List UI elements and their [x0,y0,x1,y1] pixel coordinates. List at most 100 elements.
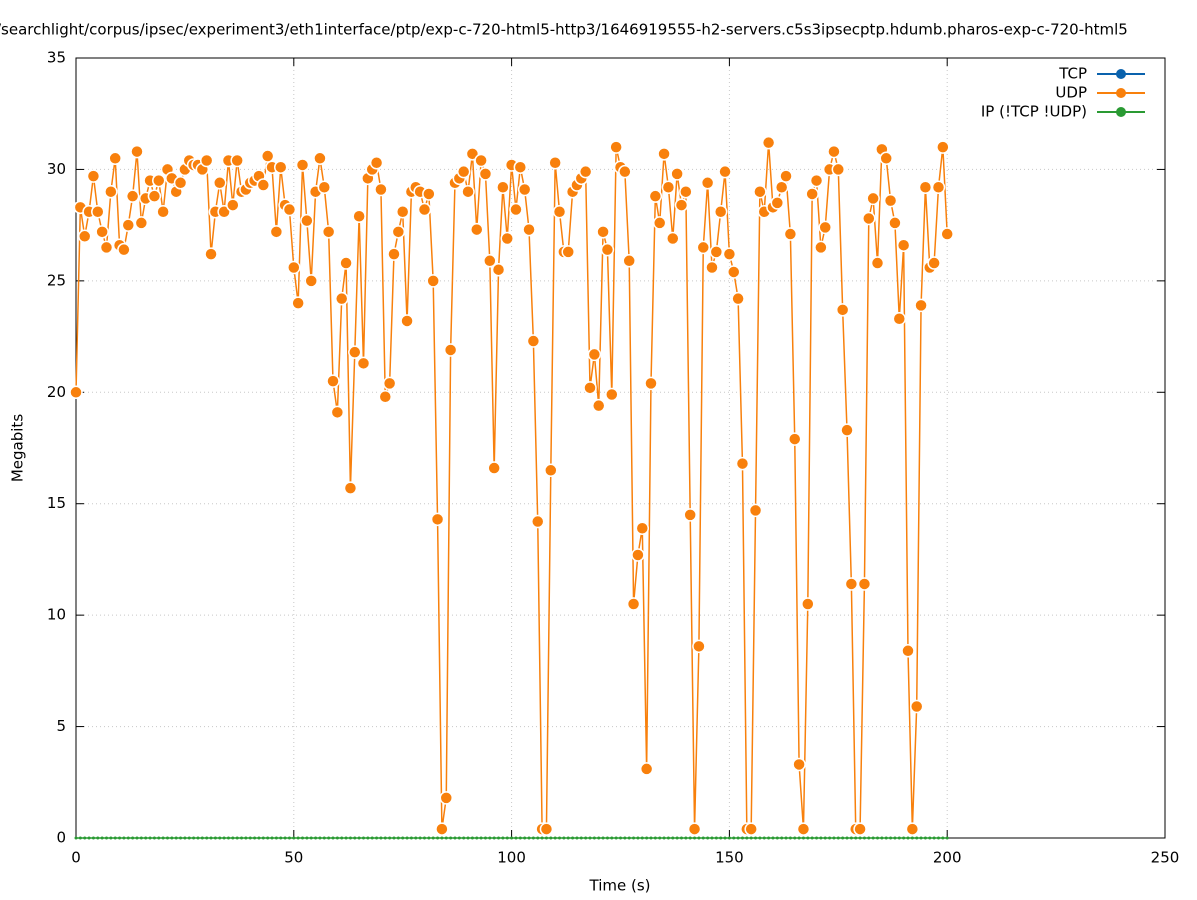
data-point [513,160,528,174]
data-point [670,167,684,181]
data-point [753,184,767,199]
data-point [327,836,331,840]
y-tick-label: 35 [47,49,66,67]
data-point [597,836,601,840]
data-point [632,836,636,840]
data-point [295,158,310,172]
data-point [945,836,949,840]
legend-label: TCP [1058,65,1087,83]
data-point [300,213,314,228]
data-point [714,836,718,840]
data-point [674,198,689,212]
data-point [696,240,711,255]
data-point [548,155,562,170]
data-point [444,836,448,840]
data-point [78,836,82,840]
data-point [317,180,332,195]
data-point [666,231,680,246]
data-point [199,153,214,168]
data-point [706,836,710,840]
data-point [309,836,313,840]
data-point [314,836,318,840]
data-point [827,144,841,159]
data-point [932,836,936,840]
data-point [889,836,893,840]
data-point [605,836,609,840]
data-point [552,205,567,219]
data-point [77,229,92,244]
data-point [931,180,946,195]
data-point [819,836,823,840]
data-point [623,836,627,840]
data-point [422,836,426,840]
data-point [422,187,436,201]
data-point [618,164,632,179]
data-point [888,216,902,230]
data-point [810,836,814,840]
data-point [588,836,592,840]
data-point [83,836,87,840]
legend-marker [1116,69,1126,79]
y-tick-label: 15 [47,494,66,512]
data-point [96,836,100,840]
data-point [147,189,162,203]
data-point [388,836,392,840]
data-point [531,836,535,840]
data-point [134,216,149,230]
y-tick-label: 25 [47,271,66,289]
data-point [723,836,727,840]
data-point [784,836,788,840]
data-point [832,836,836,840]
data-point [248,836,252,840]
data-point [440,836,444,840]
data-point [767,836,771,840]
data-point [879,151,893,166]
data-point [296,836,300,840]
data-point [527,836,531,840]
data-point [688,836,692,840]
data-point [426,274,440,288]
data-point [121,218,136,232]
data-point [462,836,466,840]
data-point [758,836,762,840]
data-point [331,836,335,840]
data-point [130,144,144,159]
data-point [666,836,670,840]
data-point [443,343,458,357]
data-point [270,836,274,840]
data-point [283,836,287,840]
data-point [828,836,832,840]
data-point [356,356,371,371]
x-tick-label: 200 [933,849,962,867]
data-point [571,836,575,840]
data-point [748,503,763,518]
data-point [395,205,410,219]
data-point [253,836,257,840]
data-point [87,836,91,840]
data-point [104,836,108,840]
data-point [562,836,566,840]
data-point [439,791,454,805]
data-point [792,757,806,772]
data-point [125,189,140,203]
data-point [774,180,789,195]
data-point [457,836,461,840]
x-axis-label: Time (s) [589,877,651,895]
data-point [940,227,954,241]
data-point [382,376,397,391]
data-point [226,198,240,212]
data-point [379,836,383,840]
data-point [126,836,130,840]
data-point [858,836,862,840]
data-point [697,836,701,840]
data-point [466,836,470,840]
data-point [809,173,824,188]
data-point [693,836,697,840]
data-point [605,387,619,402]
data-point [287,836,291,840]
data-point [204,247,218,261]
data-point [396,836,400,840]
data-point [183,836,187,840]
data-point [645,836,649,840]
data-point [491,262,506,277]
